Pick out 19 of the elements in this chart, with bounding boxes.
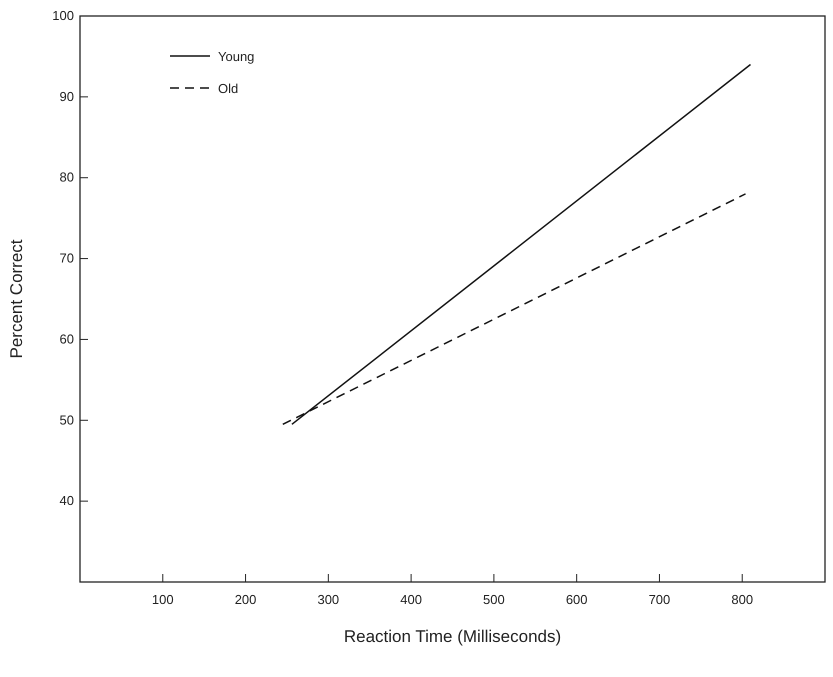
y-tick-label: 80: [60, 170, 74, 185]
y-tick-label: 50: [60, 412, 74, 428]
x-tick-label: 500: [483, 592, 505, 607]
y-tick-label: 100: [52, 8, 74, 23]
legend-label: Old: [218, 81, 238, 96]
y-tick-label: 90: [60, 88, 74, 104]
x-axis-title: Reaction Time (Milliseconds): [344, 627, 562, 646]
y-tick-label: 60: [60, 331, 74, 346]
x-tick-label: 200: [234, 592, 256, 607]
x-tick-label: 300: [317, 592, 340, 607]
y-tick-label: 70: [60, 250, 74, 266]
x-tick-label: 600: [566, 592, 588, 607]
y-axis-title: Percent Correct: [7, 239, 26, 359]
x-tick-label: 400: [400, 592, 422, 607]
legend-label: Young: [218, 49, 254, 64]
x-tick-label: 800: [731, 592, 754, 607]
x-tick-label: 700: [648, 592, 670, 607]
y-tick-label: 40: [60, 493, 74, 508]
x-tick-label: 100: [152, 592, 174, 607]
